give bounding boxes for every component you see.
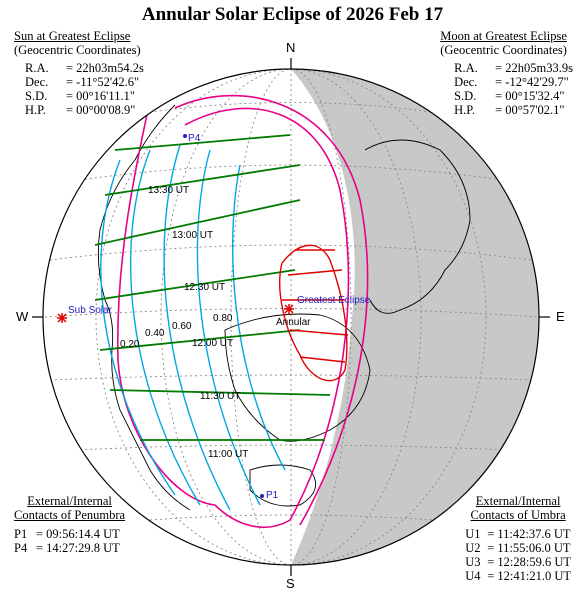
south-america — [97, 104, 191, 511]
moon-heading: Moon at Greatest Eclipse — [440, 29, 567, 43]
time-label-1300: 13:00 UT — [172, 230, 213, 241]
page-title: Annular Solar Eclipse of 2026 Feb 17 — [141, 4, 444, 25]
umbra-contacts-block: External/Internal Contacts of Umbra U1 = … — [465, 494, 571, 583]
time-label-1100: 11:00 UT — [208, 449, 248, 460]
africa — [364, 139, 471, 314]
time-label-1330: 13:30 UT — [148, 185, 189, 196]
compass-ticks — [32, 58, 550, 576]
magnitude-label-060: 0.60 — [172, 321, 192, 332]
umbra-row: U3 = 12:28:59.6 UT — [465, 555, 571, 569]
umbra-heading-2: Contacts of Umbra — [470, 508, 566, 522]
moon-row: H.P. = 00°57'02.1" — [454, 103, 565, 117]
time-label-1130: 11:30 UT — [200, 391, 240, 402]
p1-dot — [260, 494, 264, 498]
p4-dot — [183, 134, 187, 138]
magnitude-label-020: 0.20 — [120, 339, 140, 350]
sub-solar-marker — [57, 313, 67, 323]
moon-row: S.D. = 00°15'32.4" — [454, 89, 565, 103]
magnitude-curves — [100, 144, 286, 511]
compass-west: W — [16, 309, 29, 324]
ice-shelf — [249, 464, 317, 507]
penumbra-row: P1 = 09:56:14.4 UT — [14, 527, 120, 541]
p1-label: P1 — [266, 490, 279, 501]
umbra-row: U1 = 11:42:37.6 UT — [465, 527, 571, 541]
annular-label: Annular — [276, 317, 311, 328]
umbra-row: U2 = 11:55:06.0 UT — [465, 541, 571, 555]
sun-row: H.P. = 00°00'08.9" — [25, 103, 136, 117]
continents — [97, 104, 471, 511]
p4-label: P4 — [188, 133, 201, 144]
magnitude-label-040: 0.40 — [145, 328, 165, 339]
time-label-1230: 12:30 UT — [184, 282, 225, 293]
sun-row: Dec. = -11°52'42.6" — [25, 75, 140, 89]
moon-row: R.A. = 22h05m33.9s — [454, 61, 573, 75]
penumbra-contacts-block: External/Internal Contacts of Penumbra P… — [14, 494, 125, 555]
compass-north: N — [286, 40, 296, 55]
time-lines — [94, 134, 331, 441]
sun-subheading: (Geocentric Coordinates) — [14, 43, 141, 57]
time-label-1200: 12:00 UT — [192, 338, 233, 349]
compass-east: E — [556, 309, 565, 324]
umbra-row: U4 = 12:41:21.0 UT — [465, 569, 571, 583]
umbral-path — [279, 244, 349, 382]
moon-info-block: Moon at Greatest Eclipse (Geocentric Coo… — [434, 29, 573, 117]
greatest-eclipse-label: Greatest Eclipse — [297, 295, 371, 306]
penumbra-heading-2: Contacts of Penumbra — [14, 508, 126, 522]
penumbra-limits — [116, 94, 369, 528]
sun-row: S.D. = 00°16'11.1" — [25, 89, 135, 103]
sun-row: R.A. = 22h03m54.2s — [25, 61, 144, 75]
compass-south: S — [286, 576, 295, 591]
greatest-eclipse-marker — [284, 304, 294, 314]
sun-heading: Sun at Greatest Eclipse — [14, 29, 131, 43]
moon-row: Dec. = -12°42'29.7" — [454, 75, 569, 89]
moon-subheading: (Geocentric Coordinates) — [440, 43, 567, 57]
penumbra-row: P4 = 14:27:29.8 UT — [14, 541, 120, 555]
penumbra-heading-1: External/Internal — [27, 494, 112, 508]
antarctica — [224, 313, 371, 442]
umbra-heading-1: External/Internal — [475, 494, 561, 508]
sun-info-block: Sun at Greatest Eclipse (Geocentric Coor… — [14, 29, 144, 117]
magnitude-label-080: 0.80 — [213, 313, 233, 324]
sub-solar-label: Sub Solar — [68, 305, 113, 316]
